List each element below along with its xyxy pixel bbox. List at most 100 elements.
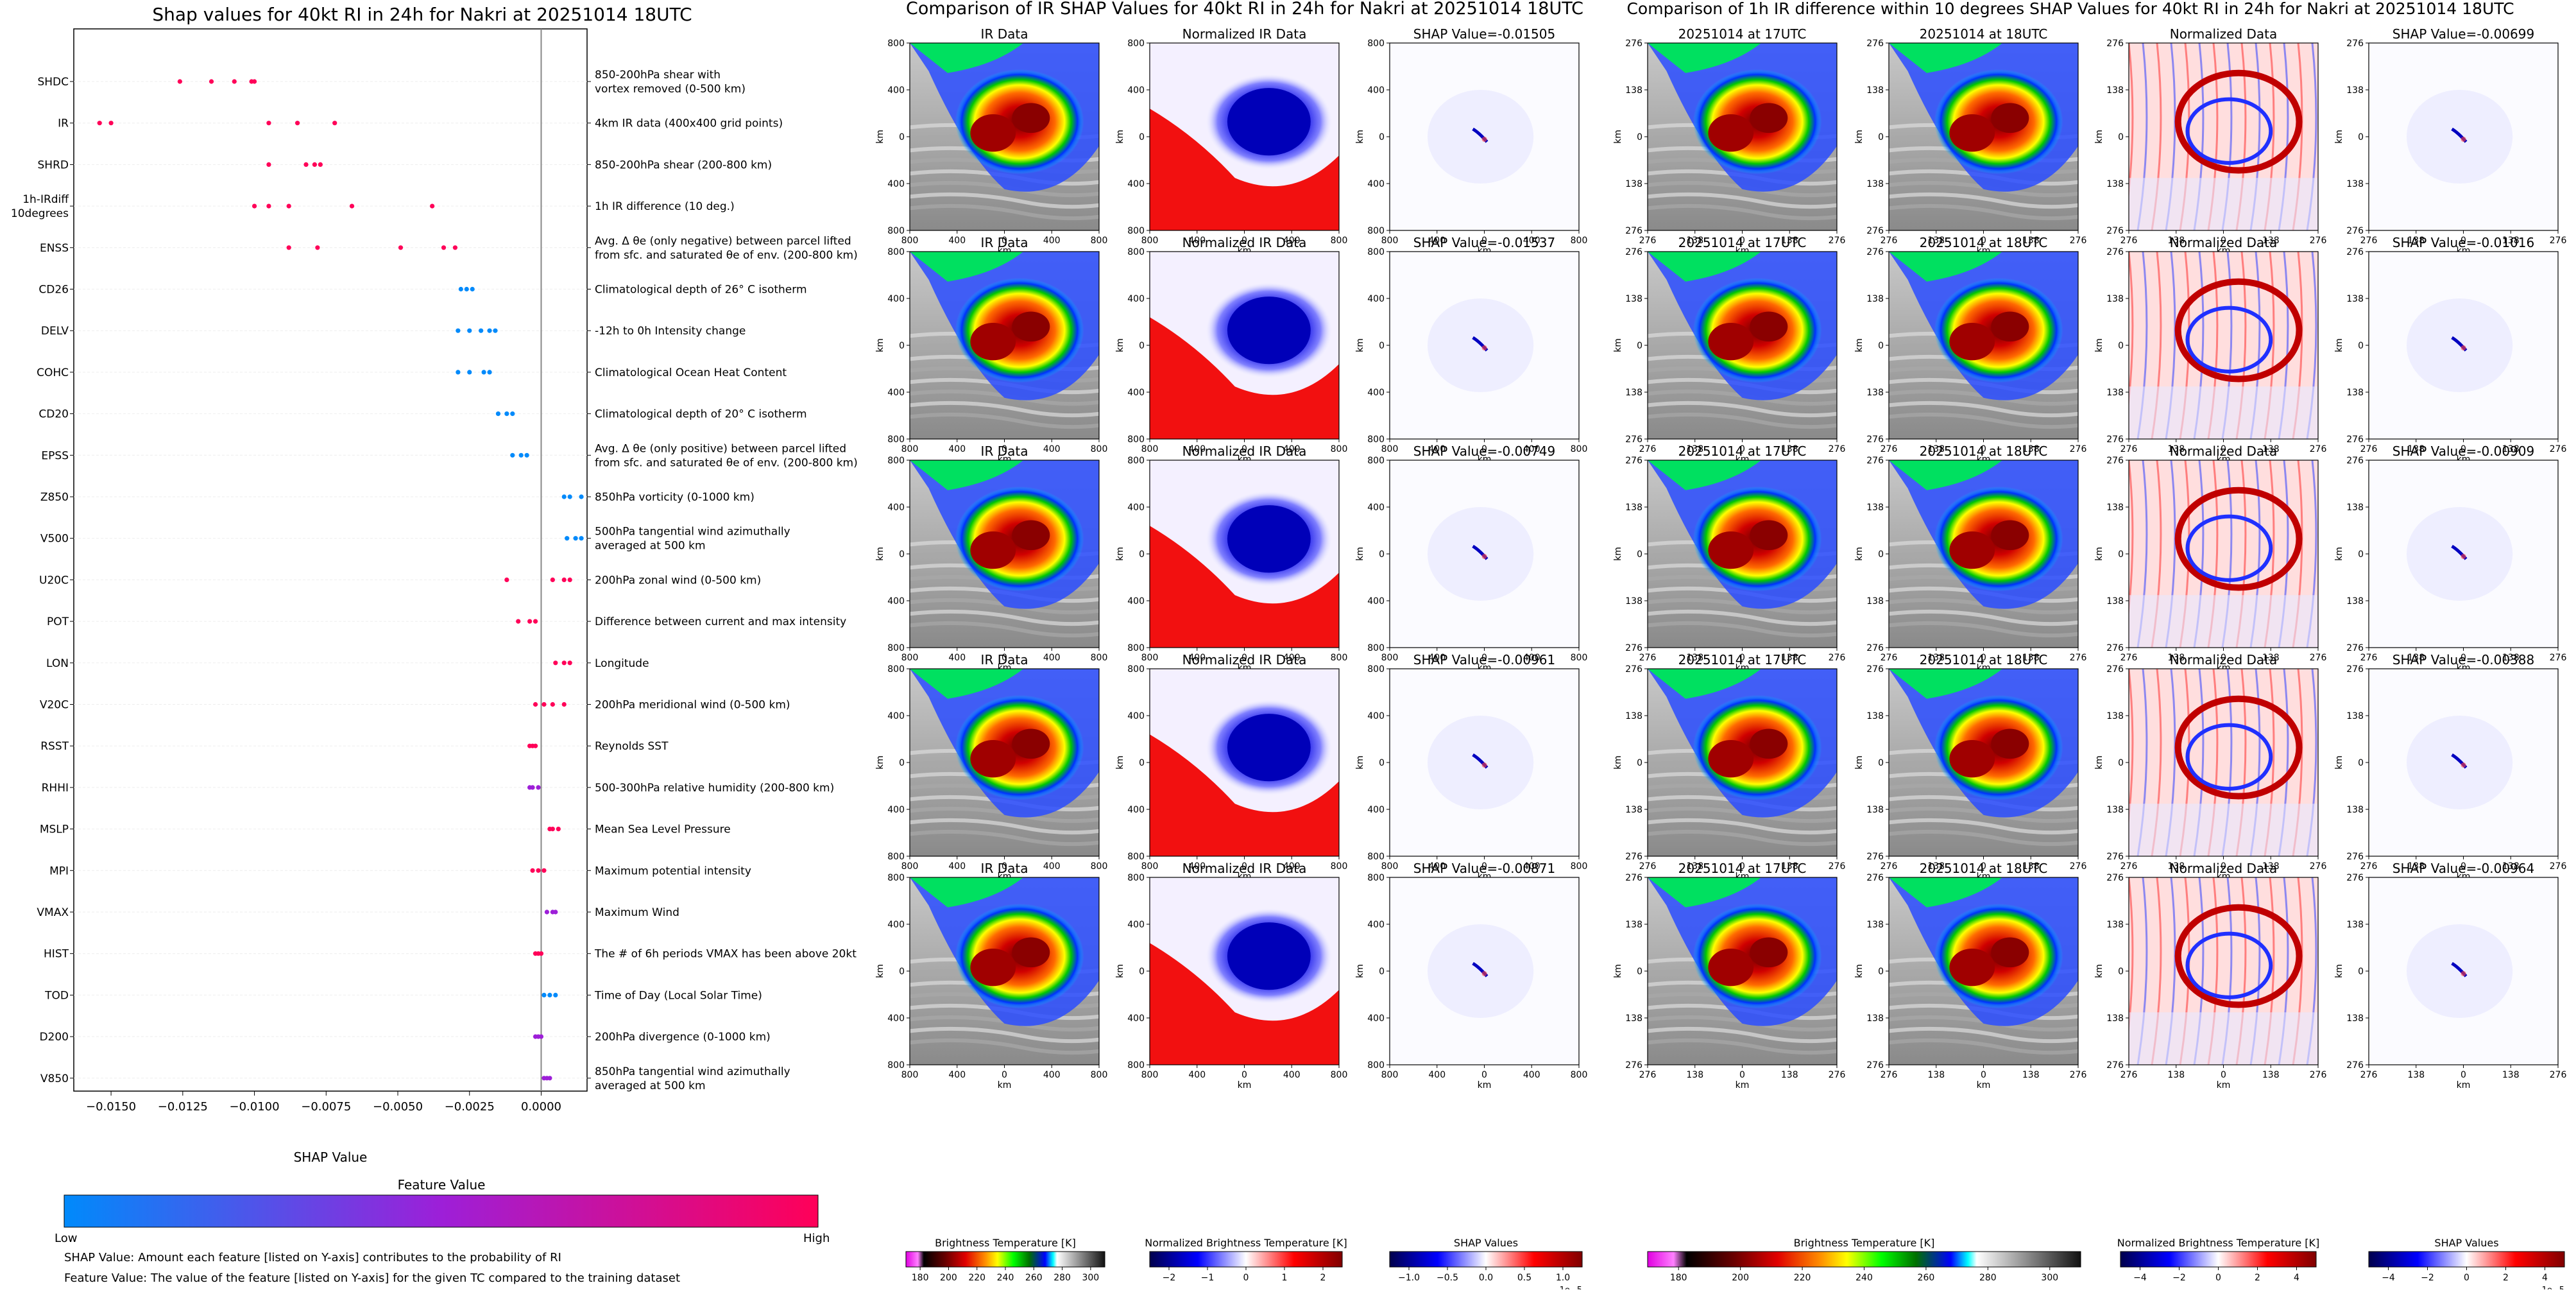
panel-image	[1889, 669, 2078, 856]
x-tick-label: 138	[2502, 653, 2520, 663]
image-panel: SHAP Value=-0.01537800800400400004004008…	[1355, 235, 1587, 465]
x-tick-label: 800	[1091, 444, 1108, 454]
shap-point	[510, 411, 515, 417]
y-tick-label: 276	[2346, 873, 2364, 883]
x-tick-label: 138	[2167, 861, 2185, 872]
image-panel: Normalized Data2762761381380013813827627…	[2094, 861, 2326, 1090]
y-tick-label: 276	[2346, 456, 2364, 466]
colorbar-tick-label: 300	[2041, 1273, 2058, 1283]
colorbar-label: Normalized Brightness Temperature [K]	[2117, 1237, 2320, 1249]
x-tick-label: 138	[1927, 653, 1945, 663]
shap-point	[430, 203, 435, 209]
y-tick-label: 138	[1866, 805, 1884, 815]
x-tick-label: 800	[1141, 1070, 1159, 1080]
y-tick-label: 276	[1625, 664, 1642, 675]
x-tick-label: 400	[948, 236, 966, 246]
shap-point	[547, 992, 552, 997]
y-tick-label: 138	[2346, 711, 2364, 721]
y-axis-label: km	[875, 338, 885, 352]
feature-description: averaged at 500 km	[595, 540, 706, 553]
x-tick-label: 800	[1331, 1070, 1348, 1080]
y-tick-label: 138	[1625, 179, 1642, 189]
shap-point	[538, 1034, 544, 1039]
x-tick-label: 138	[2262, 444, 2280, 454]
y-tick-label: 0	[1139, 132, 1145, 142]
colorbar: SHAP Values −4 −2 0 2 4 1e−5	[2368, 1237, 2565, 1292]
colorbar-ramp	[2368, 1251, 2565, 1268]
y-tick-label: 0	[1379, 758, 1385, 768]
shap-point	[553, 660, 558, 666]
x-tick-label: 0	[1981, 444, 1986, 454]
y-tick-label: 138	[2106, 1013, 2124, 1024]
panel-title: 20251014 at 17UTC	[1678, 26, 1807, 42]
x-tick-label: 276	[1881, 444, 1898, 454]
shap-point	[530, 785, 535, 790]
y-tick-label: 0	[2118, 341, 2124, 351]
shap-point	[561, 702, 567, 707]
x-axis-label: km	[1736, 1080, 1750, 1090]
y-axis-label: km	[2334, 130, 2344, 144]
x-tick-label: 276	[2310, 1070, 2327, 1080]
y-tick-label: 276	[2106, 852, 2124, 862]
y-tick-label: 138	[2106, 294, 2124, 304]
x-tick-label: 0	[2221, 444, 2226, 454]
feature-description: averaged at 500 km	[595, 1080, 706, 1092]
x-tick-label: 276	[1829, 444, 1846, 454]
image-panel: SHAP Value=-0.00871800800400400004004008…	[1355, 861, 1587, 1090]
y-tick-label: 138	[2106, 805, 2124, 815]
y-tick-label: 400	[1367, 1013, 1385, 1024]
feature-row: V850 850hPa tangential wind azimuthally av…	[40, 1065, 790, 1092]
panel-image	[1889, 252, 2078, 439]
shap-point	[266, 121, 271, 126]
x-tick-label: 276	[2550, 1070, 2567, 1080]
x-tick-label: 400	[1283, 1070, 1301, 1080]
x-tick-label: 400	[948, 1070, 966, 1080]
x-tick-label: 276	[2120, 236, 2138, 246]
panel-image	[1390, 669, 1579, 856]
x-tick-label: 138	[1781, 1070, 1798, 1080]
y-tick-label: 276	[2106, 39, 2124, 49]
panel-image	[2129, 252, 2318, 439]
y-tick-label: 0	[1379, 967, 1385, 977]
y-axis-label: km	[1854, 964, 1864, 978]
y-tick-label: 276	[2106, 247, 2124, 257]
y-tick-label: 276	[2106, 664, 2124, 675]
feature-description: Mean Sea Level Pressure	[595, 823, 731, 836]
x-tick-label: 800	[1571, 444, 1588, 454]
y-tick-label: 276	[1625, 456, 1642, 466]
y-tick-label: 138	[1866, 388, 1884, 398]
feature-label: SHDC	[37, 76, 69, 89]
y-tick-label: 400	[1127, 711, 1145, 721]
feature-description: Time of Day (Local Solar Time)	[594, 989, 762, 1002]
colorbar-offset: 1e−5	[2542, 1286, 2564, 1289]
panel-image	[1648, 877, 1837, 1065]
feature-label: SHRD	[38, 159, 69, 171]
y-tick-label: 800	[887, 435, 905, 445]
panel-title: Normalized IR Data	[1182, 444, 1307, 459]
y-tick-label: 138	[2106, 179, 2124, 189]
feature-row: ENSS Avg. Δ θe (only negative) between pa…	[40, 235, 858, 262]
y-tick-label: 800	[1367, 247, 1385, 257]
feature-label: IR	[58, 117, 69, 130]
panel-image	[2369, 460, 2558, 648]
feature-label: EPSS	[41, 449, 69, 462]
y-tick-label: 0	[1637, 758, 1642, 768]
feature-label: VMAX	[37, 906, 69, 919]
x-tick-label: 276	[2550, 653, 2567, 663]
y-axis-label: km	[1355, 964, 1365, 978]
shap-point	[470, 286, 475, 292]
shap-point	[518, 452, 524, 458]
x-tick-label: −0.0075	[301, 1100, 351, 1114]
colorbar-tick-label: 280	[1979, 1273, 1997, 1283]
feature-row: CD26 Climatological depth of 26° C isothe…	[38, 284, 806, 297]
y-tick-label: 276	[1625, 643, 1642, 653]
y-axis-label: km	[875, 755, 885, 770]
panel-image	[2369, 43, 2558, 230]
x-tick-label: 800	[1381, 1070, 1399, 1080]
feature-label: POT	[47, 616, 69, 628]
y-tick-label: 138	[2346, 179, 2364, 189]
y-tick-label: 0	[2358, 132, 2364, 142]
feature-description: vortex removed (0-500 km)	[595, 83, 746, 96]
colorbar-tick-label: 0.5	[1517, 1273, 1531, 1283]
